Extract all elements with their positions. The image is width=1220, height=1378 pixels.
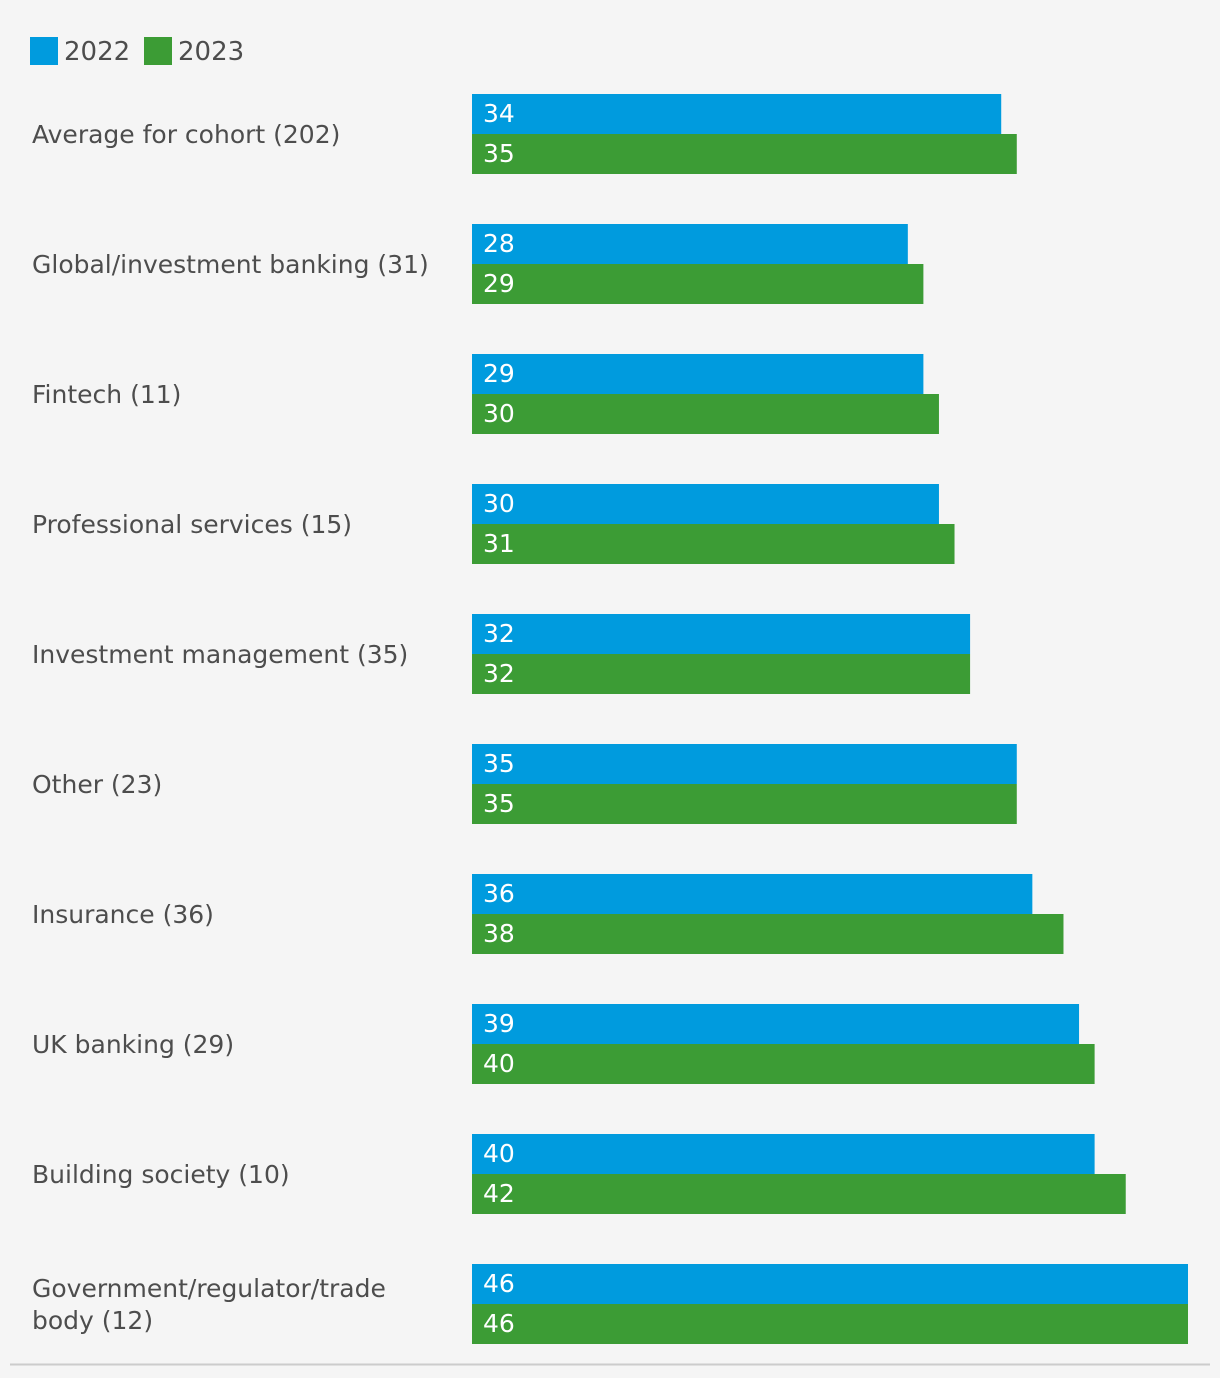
bar-2023-government-regulator-trade-body-12 <box>472 1304 1188 1344</box>
bar-2023-investment-management-35 <box>472 654 971 694</box>
bar-value-2023-global-investment-banking-31: 29 <box>483 269 515 298</box>
bar-2023-global-investment-banking-31 <box>472 264 924 304</box>
bar-2022-uk-banking-29 <box>472 1004 1080 1044</box>
category-label-investment-management-35: Investment management (35) <box>32 640 408 669</box>
bar-2022-fintech-11 <box>472 354 924 394</box>
bar-2022-global-investment-banking-31 <box>472 224 908 264</box>
bar-value-2022-professional-services-15: 30 <box>483 489 515 518</box>
bars: 34 35 28 29 29 30 30 31 32 32 35 35 36 38 39 40 40 42 46 46 <box>472 94 1188 1344</box>
bar-value-2022-fintech-11: 29 <box>483 359 515 388</box>
category-label-government-regulator-trade-body-12: Government/regulator/trade body (12) <box>32 1274 386 1335</box>
category-label-fintech-11: Fintech (11) <box>32 380 181 409</box>
category-label-average-for-cohort-202: Average for cohort (202) <box>32 120 340 149</box>
bar-value-2022-building-society-10: 40 <box>483 1139 515 1168</box>
category-label-uk-banking-29: UK banking (29) <box>32 1030 234 1059</box>
bar-value-2022-global-investment-banking-31: 28 <box>483 229 515 258</box>
bar-2023-building-society-10 <box>472 1174 1126 1214</box>
category-labels: Average for cohort (202) Global/investmen… <box>32 120 429 1335</box>
legend-swatch-2023 <box>144 37 172 65</box>
bar-2022-insurance-36 <box>472 874 1033 914</box>
legend-swatch-2022 <box>30 37 58 65</box>
category-label-global-investment-banking-31: Global/investment banking (31) <box>32 250 429 279</box>
bar-2022-professional-services-15 <box>472 484 939 524</box>
bar-2022-average-for-cohort-202 <box>472 94 1002 134</box>
bar-value-2022-government-regulator-trade-body-12: 46 <box>483 1269 515 1298</box>
bar-value-2022-other-23: 35 <box>483 749 515 778</box>
category-label-other-23: Other (23) <box>32 770 162 799</box>
bar-2022-investment-management-35 <box>472 614 971 654</box>
bar-2023-fintech-11 <box>472 394 939 434</box>
bar-2023-average-for-cohort-202 <box>472 134 1017 174</box>
bar-value-2022-average-for-cohort-202: 34 <box>483 99 515 128</box>
bar-2022-government-regulator-trade-body-12 <box>472 1264 1188 1304</box>
category-label-professional-services-15: Professional services (15) <box>32 510 352 539</box>
bar-2023-other-23 <box>472 784 1017 824</box>
category-label-insurance-36: Insurance (36) <box>32 900 214 929</box>
bar-value-2023-investment-management-35: 32 <box>483 659 515 688</box>
bar-value-2023-professional-services-15: 31 <box>483 529 515 558</box>
bar-2023-professional-services-15 <box>472 524 955 564</box>
legend-label-2022: 2022 <box>64 37 130 67</box>
bar-2022-building-society-10 <box>472 1134 1095 1174</box>
bar-value-2023-uk-banking-29: 40 <box>483 1049 515 1078</box>
bar-value-2023-government-regulator-trade-body-12: 46 <box>483 1309 515 1338</box>
category-label-building-society-10: Building society (10) <box>32 1160 290 1189</box>
bar-value-2022-insurance-36: 36 <box>483 879 515 908</box>
bar-2023-uk-banking-29 <box>472 1044 1095 1084</box>
legend-label-2023: 2023 <box>178 37 244 67</box>
bar-value-2022-uk-banking-29: 39 <box>483 1009 515 1038</box>
bar-value-2023-other-23: 35 <box>483 789 515 818</box>
bar-value-2023-fintech-11: 30 <box>483 399 515 428</box>
bar-2022-other-23 <box>472 744 1017 784</box>
bar-value-2023-average-for-cohort-202: 35 <box>483 139 515 168</box>
legend: 2022 2023 <box>30 37 244 67</box>
bar-value-2022-investment-management-35: 32 <box>483 619 515 648</box>
bar-2023-insurance-36 <box>472 914 1064 954</box>
bar-value-2023-building-society-10: 42 <box>483 1179 515 1208</box>
bar-value-2023-insurance-36: 38 <box>483 919 515 948</box>
